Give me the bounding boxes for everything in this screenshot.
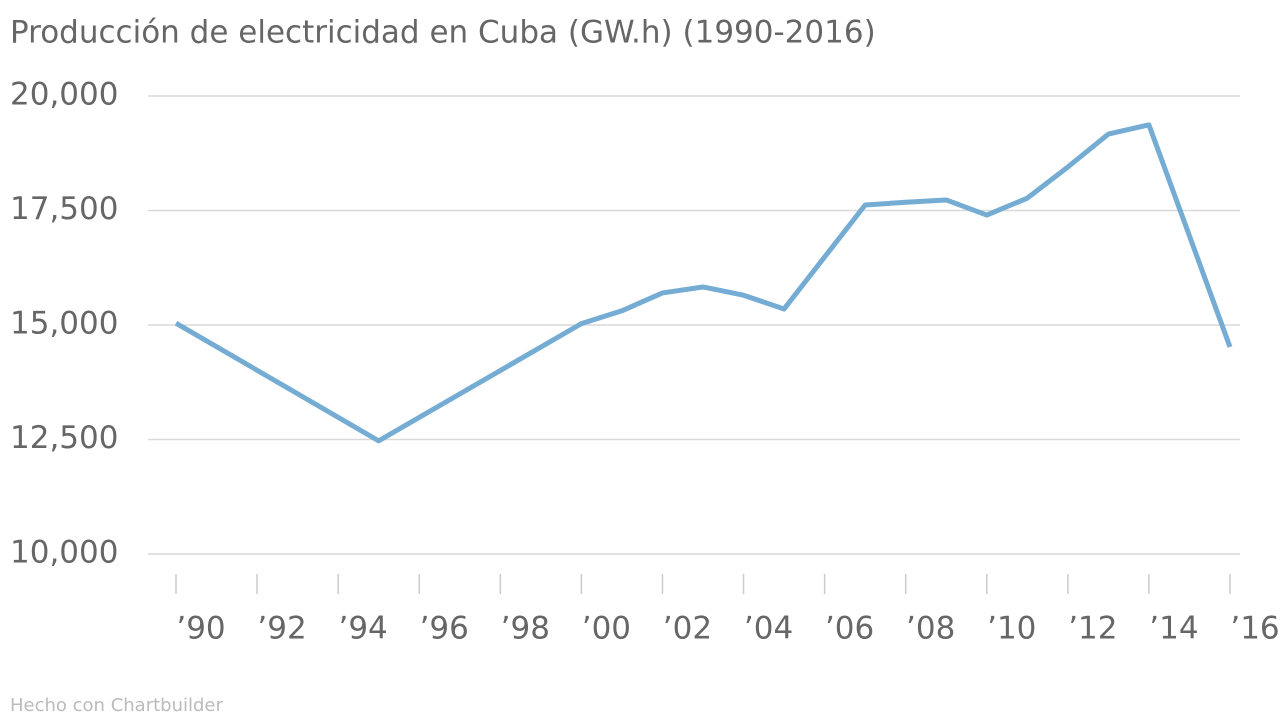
y-tick-label: 10,000 [10,535,118,571]
x-tick-label: ’94 [338,611,387,647]
x-tick-label: ’98 [501,611,550,647]
x-tick-label: ’08 [906,611,955,647]
x-tick-label: ’06 [825,611,874,647]
y-tick-label: 20,000 [10,77,118,113]
y-tick-label: 12,500 [10,420,118,456]
line [174,122,1233,444]
footer: Hecho con Chartbuilder [10,695,223,716]
x-tick-label: ’00 [582,611,631,647]
x-tick-label: ’04 [744,611,793,647]
x-tick-label: ’96 [420,611,469,647]
x-tick-label: ’16 [1230,611,1279,647]
x-tick-label: ’12 [1068,611,1117,647]
x-tick-label: ’92 [257,611,306,647]
chart-title: Producción de electricidad en Cuba (GW.h… [10,15,876,51]
x-tick-label: ’14 [1149,611,1198,647]
x-tick-label: ’10 [987,611,1036,647]
y-tick-label: 17,500 [10,191,118,227]
x-tick-label: ’90 [176,611,225,647]
y-tick-label: 15,000 [10,306,118,342]
x-tick-label: ’02 [663,611,712,647]
